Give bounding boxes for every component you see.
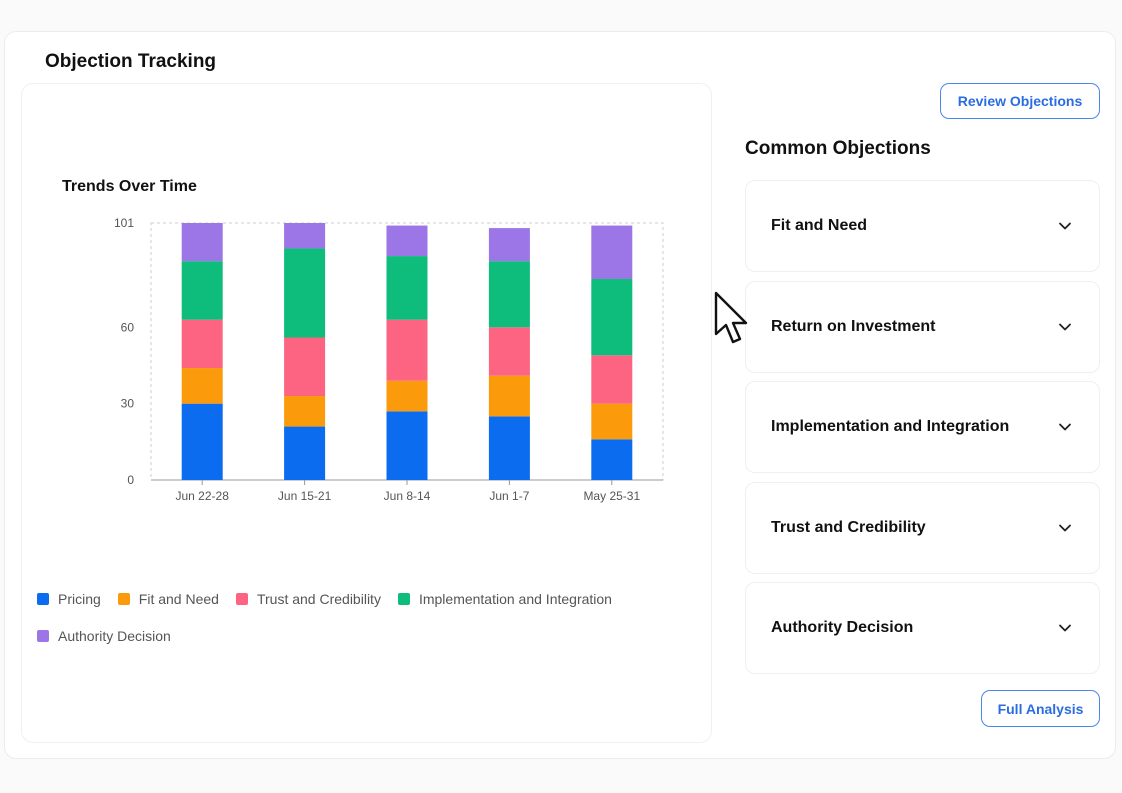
- bar-segment-trust-and-credibility: [386, 319, 428, 381]
- bar-segment-pricing: [591, 439, 633, 480]
- bar-segment-fit-and-need: [181, 368, 223, 404]
- review-objections-button[interactable]: Review Objections: [940, 83, 1100, 119]
- bar-segment-authority-decision: [386, 225, 428, 257]
- legend-label: Authority Decision: [58, 628, 171, 644]
- legend-item: Authority Decision: [37, 627, 171, 645]
- legend-swatch: [117, 593, 130, 605]
- objection-label: Authority Decision: [771, 619, 914, 636]
- bar-segment-trust-and-credibility: [181, 319, 223, 369]
- x-tick-label: May 25-31: [583, 489, 640, 503]
- bar-segment-implementation-and-integration: [284, 248, 326, 338]
- legend-item: Trust and Credibility: [235, 590, 381, 608]
- objection-item-trust-and-credibility[interactable]: Trust and Credibility: [745, 481, 1100, 574]
- objection-label: Return on Investment: [771, 317, 936, 335]
- legend-swatch: [37, 630, 49, 642]
- bar-segment-fit-and-need: [591, 403, 633, 440]
- bar-segment-authority-decision: [488, 228, 530, 262]
- bar-segment-fit-and-need: [488, 375, 530, 417]
- bar-segment-pricing: [181, 403, 223, 480]
- bar-segment-fit-and-need: [386, 380, 428, 412]
- objection-item-implementation-and-integration[interactable]: Implementation and Integration: [745, 381, 1100, 473]
- legend-swatch: [235, 593, 248, 605]
- common-objections-title: Common Objections: [745, 138, 931, 159]
- chevron-down-icon: [1059, 423, 1071, 431]
- chart-legend: Pricing Fit and Need Trust and Credibility…: [37, 590, 677, 645]
- bar-segment-pricing: [488, 416, 530, 480]
- full-analysis-button[interactable]: Full Analysis: [981, 690, 1100, 727]
- bar-segment-authority-decision: [591, 225, 633, 279]
- chevron-down-icon: [1059, 624, 1071, 632]
- chevron-down-icon: [1059, 524, 1071, 531]
- legend-swatch: [397, 593, 410, 605]
- legend-label: Trust and Credibility: [256, 591, 381, 607]
- y-tick-label: 101: [114, 216, 134, 230]
- bar-segment-pricing: [284, 426, 326, 480]
- page-title: Objection Tracking: [45, 51, 217, 72]
- bar-segment-authority-decision: [181, 223, 223, 262]
- objection-accordion: Fit and Need Return on Investment Implem…: [745, 180, 1100, 683]
- bar-segment-implementation-and-integration: [591, 278, 633, 356]
- legend-label: Fit and Need: [138, 591, 219, 607]
- legend-swatch: [37, 593, 49, 605]
- y-tick-label: 0: [127, 473, 134, 487]
- stacked-bar-chart: 0 30 60 101 Jun 22-28 Jun 15-21 Jun 8-14 Jun 1-…: [114, 216, 664, 503]
- chevron-down-icon: [1059, 222, 1071, 230]
- legend-item: Fit and Need: [117, 590, 219, 608]
- chart-title: Trends Over Time: [62, 178, 197, 195]
- bar-segment-trust-and-credibility: [591, 355, 633, 404]
- x-tick-label: Jun 8-14: [384, 489, 431, 503]
- chevron-down-icon: [1059, 323, 1071, 330]
- bar-segment-implementation-and-integration: [488, 261, 530, 328]
- bar-segment-fit-and-need: [284, 396, 326, 427]
- y-tick-label: 30: [121, 397, 135, 411]
- x-tick-label: Jun 1-7: [489, 489, 529, 503]
- x-tick-label: Jun 15-21: [278, 489, 332, 503]
- objection-label: Implementation and Integration: [771, 418, 1010, 435]
- objection-label: Trust and Credibility: [771, 518, 926, 536]
- y-tick-label: 60: [121, 320, 135, 334]
- objection-label: Fit and Need: [771, 217, 868, 234]
- mouse-pointer-icon: [714, 291, 748, 344]
- objection-item-authority-decision[interactable]: Authority Decision: [745, 582, 1100, 674]
- objection-item-fit-and-need[interactable]: Fit and Need: [745, 180, 1100, 272]
- bar-segment-implementation-and-integration: [181, 261, 223, 320]
- objection-item-return-on-investment[interactable]: Return on Investment: [745, 280, 1100, 373]
- x-tick-label: Jun 22-28: [176, 489, 230, 503]
- legend-label: Implementation and Integration: [418, 591, 612, 607]
- bar-segment-trust-and-credibility: [488, 327, 530, 376]
- bar-segment-trust-and-credibility: [284, 337, 326, 397]
- legend-label: Pricing: [58, 591, 101, 607]
- bar-segment-implementation-and-integration: [386, 256, 428, 320]
- bar-segment-authority-decision: [284, 223, 326, 249]
- legend-item: Implementation and Integration: [397, 590, 612, 608]
- legend-item: Pricing: [37, 590, 101, 608]
- bar-segment-pricing: [386, 411, 428, 480]
